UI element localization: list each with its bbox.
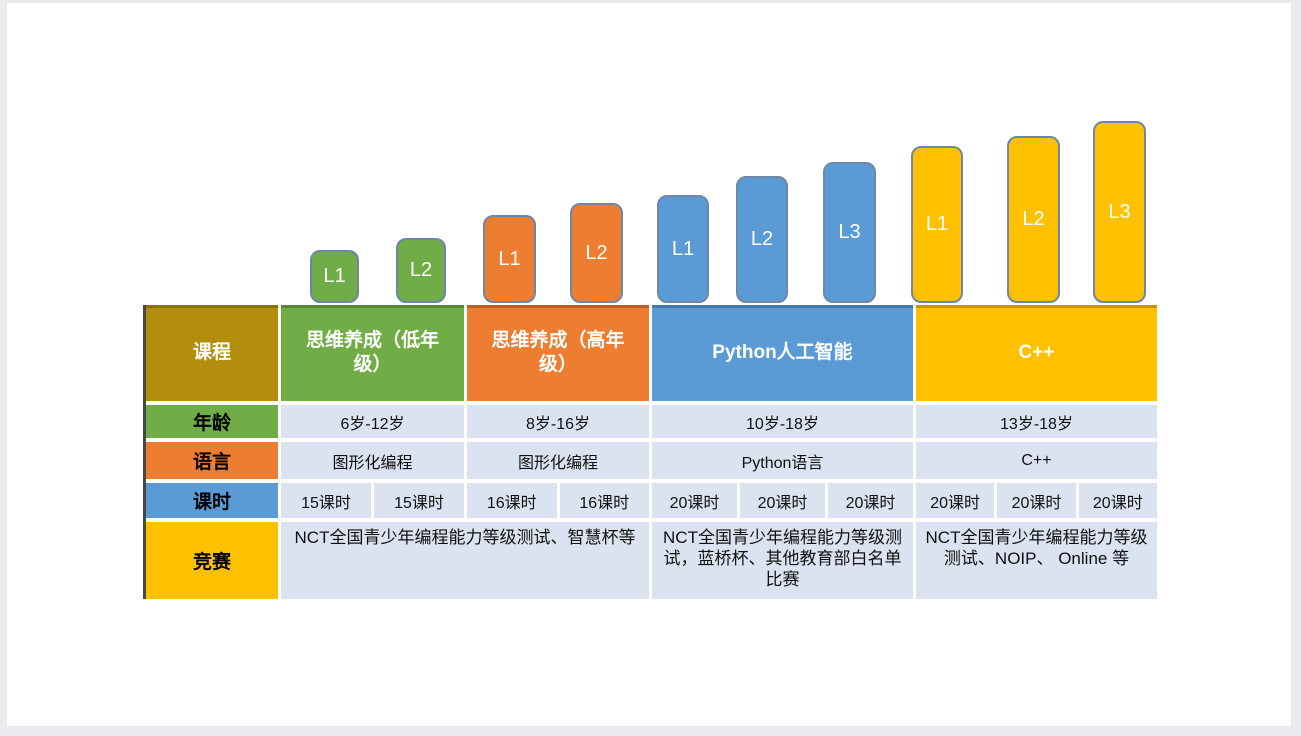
hours-cell: 16课时	[559, 483, 649, 518]
hours-cpp: 20课时 20课时 20课时	[916, 483, 1157, 518]
level-bar-thinking-high-l1: L1	[483, 215, 536, 303]
level-bar-label: L1	[323, 265, 346, 287]
level-bar-label: L3	[838, 221, 861, 243]
age-python: 10岁-18岁	[652, 405, 913, 438]
level-bar-cpp-l1: L1	[911, 146, 963, 303]
row-label-age: 年龄	[146, 405, 278, 438]
language-cpp: C++	[916, 442, 1157, 479]
competition-cpp: NCT全国青少年编程能力等级测试、NOIP、 Online 等	[916, 522, 1157, 599]
level-bar-label: L2	[409, 259, 433, 281]
level-bar-cpp-l3: L3	[1093, 121, 1146, 303]
age-thinking-high: 8岁-16岁	[467, 405, 649, 438]
level-bar-python-l2: L2	[736, 176, 788, 303]
language-thinking-high: 图形化编程	[467, 442, 649, 479]
hours-cell: 15课时	[281, 483, 371, 518]
level-bar-label: L1	[671, 237, 695, 260]
hours-cell: 20课时	[740, 483, 825, 518]
hours-cell: 20课时	[997, 483, 1076, 518]
hours-cell: 20课时	[828, 483, 913, 518]
age-cpp: 13岁-18岁	[916, 405, 1157, 438]
header-course-label: 课程	[146, 305, 278, 401]
level-bar-label: L1	[925, 213, 949, 235]
level-bar-python-l1: L1	[657, 195, 709, 303]
level-bar-cpp-l2: L2	[1007, 136, 1060, 303]
hours-cell: 16课时	[467, 483, 557, 518]
level-bar-thinking-high-l2: L2	[570, 203, 623, 303]
header-col-thinking-low: 思维养成（低年级）	[281, 305, 464, 401]
hours-cell: 20课时	[916, 483, 995, 518]
competition-python: NCT全国青少年编程能力等级测试，蓝桥杯、其他教育部白名单比赛	[652, 522, 913, 599]
level-bar-label: L2	[1022, 208, 1045, 230]
hours-cell: 15课时	[374, 483, 464, 518]
level-bar-thinking-low-l2: L2	[396, 238, 446, 303]
header-col-cpp: C++	[916, 305, 1157, 401]
header-col-python: Python人工智能	[652, 305, 913, 401]
level-bar-python-l3: L3	[823, 162, 876, 303]
level-bar-label: L2	[585, 241, 608, 264]
level-bar-thinking-low-l1: L1	[310, 250, 359, 303]
language-python: Python语言	[652, 442, 913, 479]
header-col-thinking-high: 思维养成（高年级）	[467, 305, 649, 401]
hours-cell: 20课时	[1078, 483, 1157, 518]
hours-thinking-high: 16课时 16课时	[467, 483, 649, 518]
age-thinking-low: 6岁-12岁	[281, 405, 464, 438]
row-label-hours: 课时	[146, 483, 278, 518]
language-thinking-low: 图形化编程	[281, 442, 464, 479]
row-label-competition: 竞赛	[146, 522, 278, 599]
level-bar-label: L1	[498, 247, 521, 270]
hours-python: 20课时 20课时 20课时	[652, 483, 913, 518]
hours-thinking-low: 15课时 15课时	[281, 483, 464, 518]
level-bar-label: L3	[1108, 200, 1131, 223]
course-table: 课程 思维养成（低年级） 思维养成（高年级） Python人工智能 C++ 年龄…	[143, 305, 1157, 599]
level-bar-label: L2	[750, 228, 774, 250]
row-label-language: 语言	[146, 442, 278, 479]
hours-cell: 20课时	[652, 483, 737, 518]
competition-thinking: NCT全国青少年编程能力等级测试、智慧杯等	[281, 522, 649, 599]
